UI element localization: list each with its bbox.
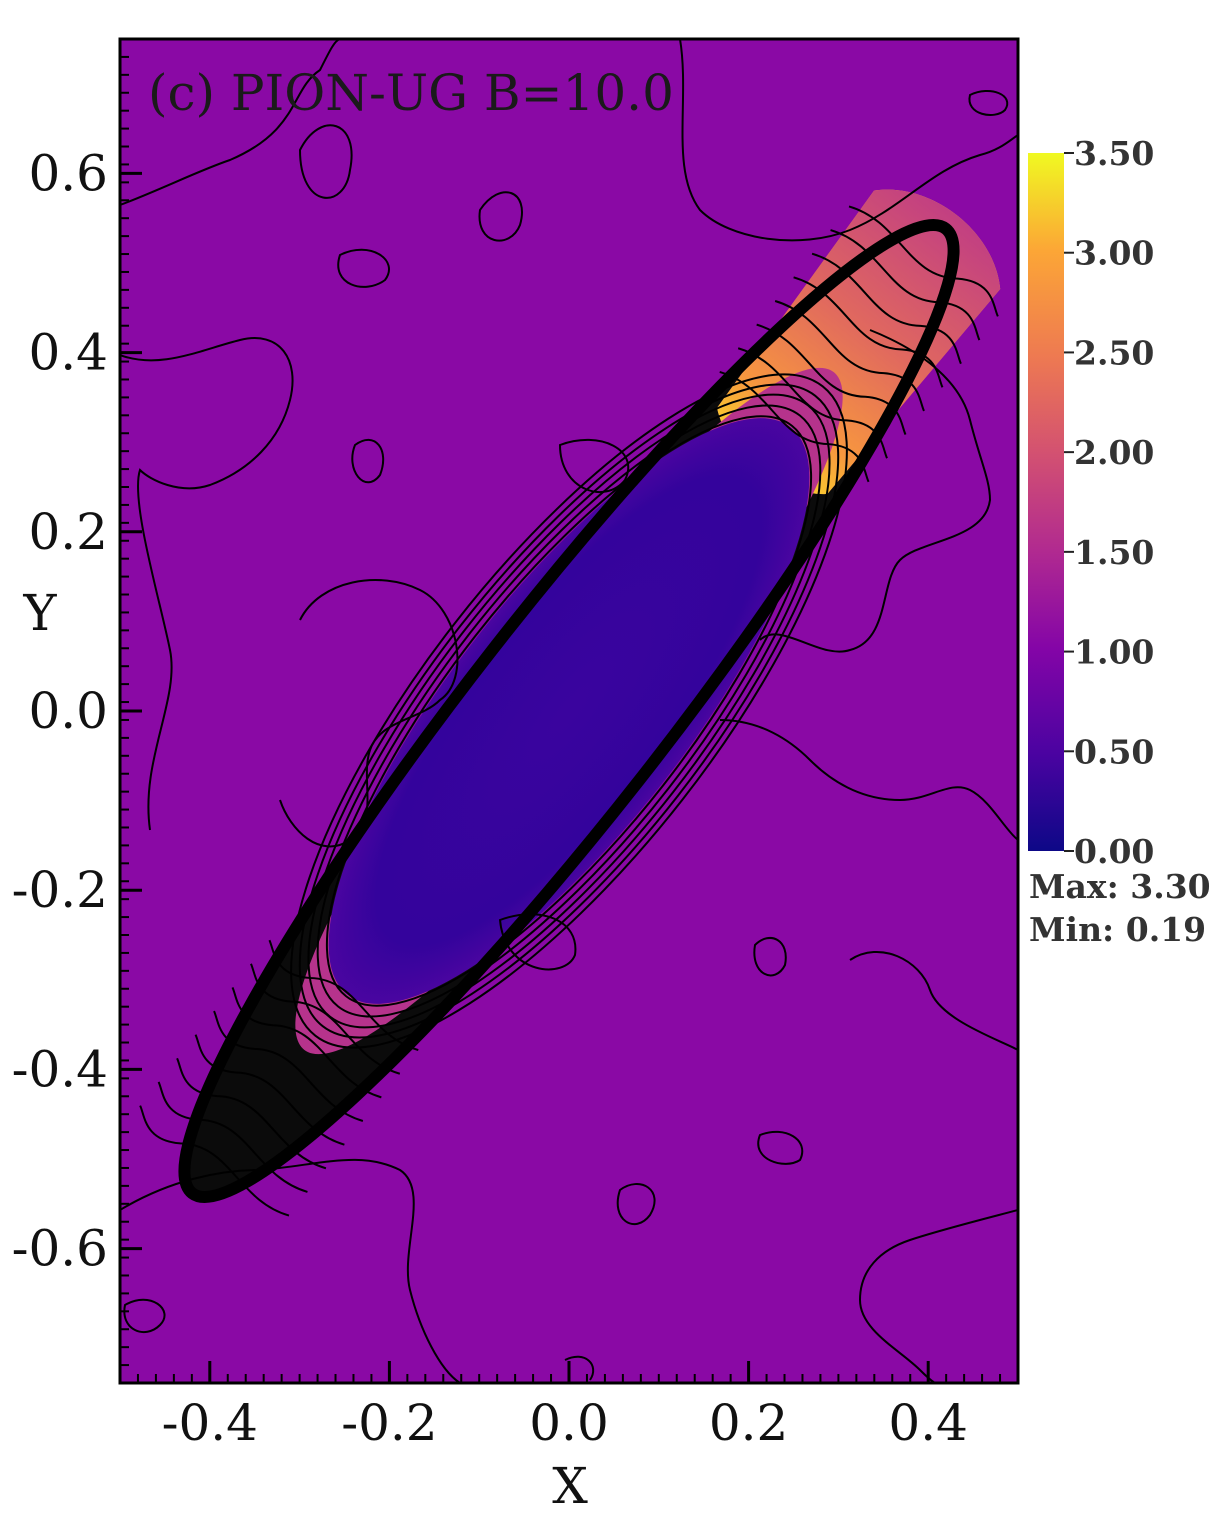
- ambient-contour: [498, 913, 577, 971]
- colorbar-tick-label: 2.00: [1074, 433, 1154, 472]
- colorbar-tick-label: 0.50: [1074, 732, 1154, 771]
- ambient-contour: [616, 1183, 656, 1226]
- lobe-contour: [139, 1105, 290, 1217]
- heatmap-field: [184, 189, 1001, 1198]
- y-tick-label: -0.6: [12, 1220, 108, 1278]
- ambient-contour: [858, 1209, 1018, 1383]
- colorbar-tick-label: 3.50: [1074, 134, 1154, 173]
- y-tick-label: 0.2: [28, 503, 108, 561]
- chart-title: (c) PION-UG B=10.0: [148, 64, 674, 122]
- ambient-contour: [279, 579, 459, 848]
- shell-contour: [178, 218, 960, 1204]
- lobe-contour: [213, 1010, 364, 1122]
- lobe-contour: [774, 300, 925, 412]
- y-tick-label: -0.2: [12, 861, 108, 919]
- y-tick-label: 0.0: [28, 682, 108, 740]
- lobe-contour: [811, 252, 962, 365]
- x-tick-label: 0.4: [888, 1394, 968, 1452]
- lobe-contour: [157, 1081, 308, 1193]
- lobe-contour: [756, 323, 907, 436]
- lobe-contour: [737, 347, 888, 459]
- lobe-contour: [176, 1057, 327, 1170]
- colorbar-tick-label: 3.00: [1074, 234, 1154, 273]
- lobe-contour: [231, 986, 382, 1099]
- ambient-contour: [298, 124, 353, 199]
- ambient-contour: [564, 1355, 595, 1381]
- low-density-core: [328, 418, 810, 1004]
- lobe-contour: [268, 939, 419, 1052]
- colorbar-tick-label: 1.50: [1074, 533, 1154, 572]
- y-axis-title: Y: [22, 584, 57, 642]
- lobe-contour: [830, 229, 981, 341]
- y-tick-label: 0.4: [28, 324, 108, 382]
- ambient-contour: [679, 39, 1018, 242]
- max-stat: Max: 3.30: [1029, 867, 1211, 906]
- axes: -0.4 -0.2 0.0 0.2 0.4 -0.6 -0.4 -0.2 0.0 0.2 0.4 0.…: [12, 38, 1019, 1452]
- ambient-contour: [719, 719, 1018, 841]
- x-axis-title: X: [552, 1457, 588, 1515]
- core-contour: [298, 383, 840, 1039]
- ambient-contour: [351, 438, 385, 484]
- lobe-contour: [719, 370, 870, 483]
- y-tick-label: 0.6: [28, 144, 108, 202]
- colorbar-ticks: 0.00 0.50 1.00 1.50 2.00 2.50 3.00 3.50: [1064, 134, 1154, 871]
- ambient-contour: [968, 90, 1009, 116]
- colorbar-tick-label: 0.00: [1074, 832, 1154, 871]
- ambient-contour: [757, 1130, 804, 1165]
- ambient-contour: [337, 248, 390, 288]
- min-stat: Min: 0.19: [1029, 910, 1206, 949]
- lobe-contour: [793, 276, 944, 388]
- ambient-contour: [120, 337, 294, 831]
- colorbar-tick-label: 1.00: [1074, 633, 1154, 672]
- colorbar-tick-label: 2.50: [1074, 333, 1154, 372]
- colorbar: [1028, 153, 1064, 851]
- x-tick-label: -0.2: [341, 1394, 437, 1452]
- lobe-contour: [250, 963, 401, 1075]
- ellipse-structure: [184, 189, 1001, 1198]
- x-tick-label: -0.4: [162, 1394, 258, 1452]
- ambient-contour: [558, 439, 630, 494]
- y-tick-label: -0.4: [12, 1040, 108, 1098]
- ambient-contour: [849, 950, 1018, 1051]
- lobe-contour: [848, 205, 999, 317]
- ambient-contour: [120, 1158, 461, 1383]
- ambient-contour: [478, 191, 523, 242]
- ambient-contour: [120, 39, 341, 206]
- core-contour: [325, 415, 813, 1007]
- lobe-contour: [194, 1034, 345, 1146]
- ambient-contour: [753, 936, 787, 977]
- core-contour: [316, 404, 822, 1018]
- x-tick-label: 0.0: [529, 1394, 609, 1452]
- x-tick-label: 0.2: [709, 1394, 789, 1452]
- ambient-contour: [759, 329, 992, 653]
- ambient-contour: [123, 1298, 166, 1334]
